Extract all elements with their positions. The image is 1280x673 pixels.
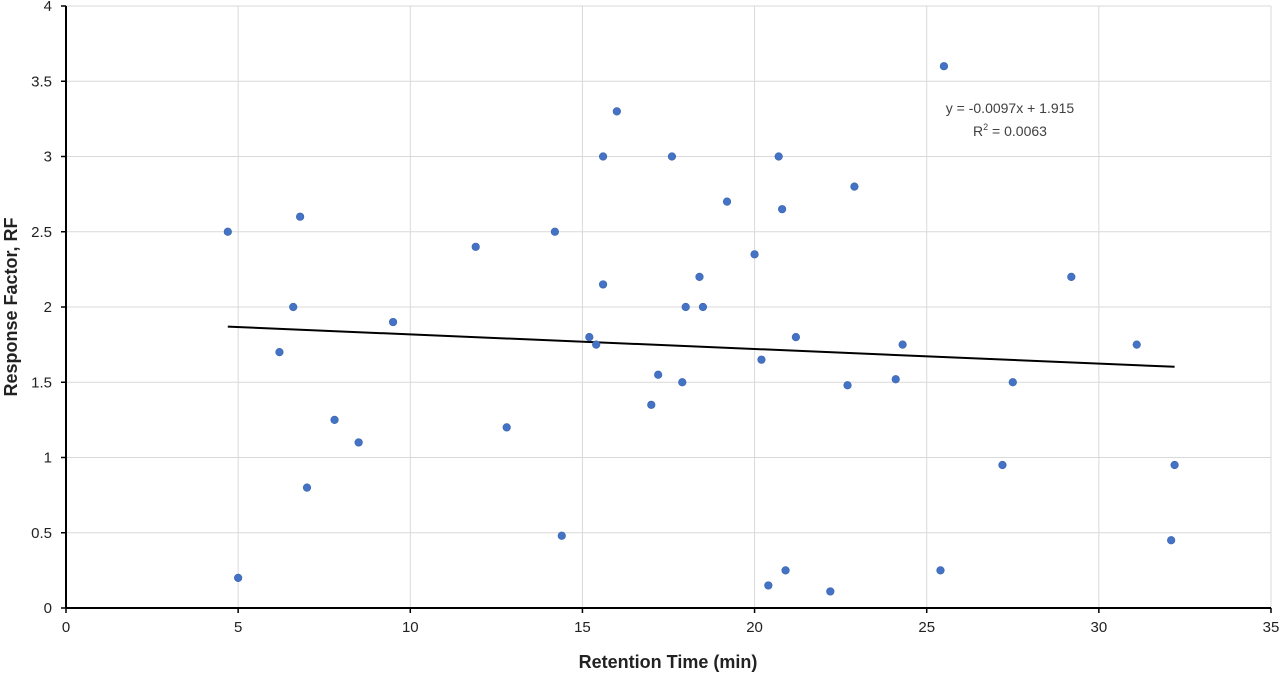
gridlines [66,5,1272,608]
data-point [750,250,759,259]
data-point [764,581,773,590]
data-point [791,333,800,342]
data-point [757,355,766,364]
data-point [354,438,363,447]
data-point [592,340,601,349]
y-tick-label: 3 [44,149,52,166]
data-point [296,212,305,221]
x-tick-label: 10 [402,619,419,636]
data-point [722,197,732,206]
data-point [1170,460,1179,470]
y-tick-label: 0.5 [31,525,52,542]
data-point [1132,340,1141,349]
data-point [936,566,945,575]
data-point [502,423,511,432]
data-point [612,107,621,116]
data-point [781,566,790,575]
tick-labels: 0 5 10 15 20 25 30 35 0 0.5 1 1.5 2 2.5 3 3.5 4 [31,0,1279,636]
data-point [647,400,656,409]
x-tick-label: 30 [1091,619,1108,636]
data-point [678,378,687,387]
x-tick-label: 20 [746,619,763,636]
trendline [227,325,1175,368]
y-tick-label: 4 [44,0,52,15]
data-point [585,333,594,342]
data-point [843,381,852,390]
y-tick-label: 3.5 [31,73,52,90]
x-tick-label: 0 [62,619,70,636]
data-point [289,302,298,312]
x-tick-label: 35 [1263,619,1280,636]
data-point [654,370,663,379]
data-point [698,302,708,312]
data-point [1008,378,1017,387]
data-point [598,152,608,161]
data-point [998,460,1007,470]
data-points [223,62,1179,596]
data-point [557,531,566,540]
r2-prefix: R [973,123,983,139]
data-point [681,302,690,312]
data-point [471,242,480,251]
data-point [891,375,900,384]
data-point [302,483,312,492]
data-point [850,182,859,191]
y-tick-label: 1.5 [31,374,52,391]
data-point [778,205,787,214]
x-tick-label: 15 [574,619,591,636]
data-point [1067,272,1076,282]
data-point [275,348,284,357]
data-point [550,227,559,236]
data-point [695,272,704,282]
trendline-group [227,325,1175,368]
data-point [939,62,949,71]
y-tick-label: 0 [44,600,52,617]
trendline-r-squared: R2 = 0.0063 [973,122,1047,139]
trendline-equation: y = -0.0097x + 1.915 [946,100,1075,116]
data-point [774,152,783,161]
data-point [898,340,907,349]
axes [61,5,1272,613]
r2-value: = 0.0063 [988,123,1047,139]
y-axis-title: Response Factor, RF [1,217,21,396]
data-point [598,280,608,289]
y-tick-label: 1 [44,450,52,467]
x-tick-label: 25 [918,619,935,636]
data-point [330,415,339,424]
data-point [1167,536,1176,545]
x-tick-label: 5 [234,619,242,636]
y-tick-label: 2.5 [31,224,52,241]
x-axis-title: Retention Time (min) [579,652,758,672]
data-point [223,227,232,236]
r2-superscript: 2 [983,122,988,132]
data-point [667,152,677,161]
data-point [826,587,835,596]
y-tick-label: 2 [44,299,52,316]
data-point [388,317,398,327]
data-point [234,573,243,583]
